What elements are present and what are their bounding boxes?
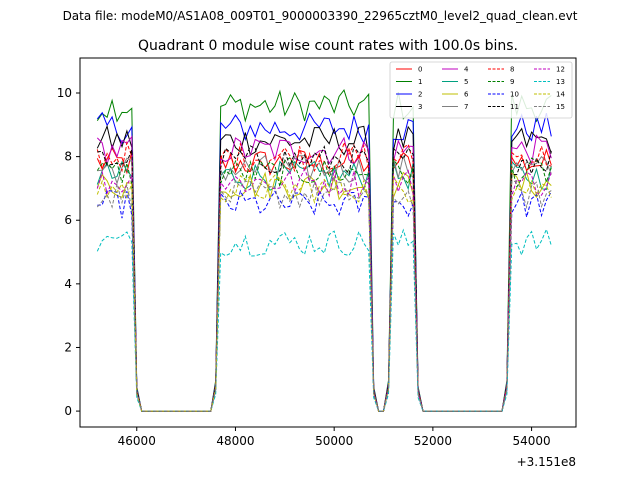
legend-label-12: 12 — [556, 66, 565, 74]
y-tick-label: 4 — [64, 277, 72, 291]
x-offset-label: +3.151e8 — [517, 455, 576, 469]
series-line-12 — [96, 168, 552, 412]
series-line-9 — [96, 157, 552, 412]
legend-label-2: 2 — [418, 91, 422, 99]
series-line-14 — [96, 174, 552, 412]
x-tick-label: 46000 — [118, 434, 156, 448]
series-line-13 — [96, 227, 552, 412]
x-tick-label: 52000 — [414, 434, 452, 448]
legend-label-11: 11 — [510, 103, 519, 111]
series-line-3 — [96, 124, 552, 412]
y-tick-label: 8 — [64, 150, 72, 164]
series-line-4 — [96, 134, 552, 412]
x-tick-label: 48000 — [216, 434, 254, 448]
suptitle: Data file: modeM0/AS1A08_009T01_90000033… — [63, 9, 578, 23]
legend-label-3: 3 — [418, 103, 422, 111]
series-line-6 — [96, 169, 552, 412]
y-tick-label: 10 — [57, 86, 72, 100]
legend-label-15: 15 — [556, 103, 565, 111]
series-lines — [96, 89, 552, 412]
series-line-1 — [96, 89, 552, 412]
series-line-2 — [96, 111, 552, 412]
legend-label-10: 10 — [510, 91, 519, 99]
chart-title: Quadrant 0 module wise count rates with … — [138, 38, 518, 54]
legend-label-7: 7 — [464, 103, 468, 111]
legend-label-8: 8 — [510, 66, 514, 74]
series-line-15 — [96, 179, 552, 412]
legend-label-4: 4 — [464, 66, 469, 74]
y-tick-label: 0 — [64, 404, 72, 418]
legend-label-1: 1 — [418, 78, 422, 86]
y-tick-label: 2 — [64, 340, 72, 354]
legend-label-14: 14 — [556, 91, 565, 99]
x-tick-label: 50000 — [315, 434, 353, 448]
series-line-5 — [96, 160, 552, 412]
plot-frame — [79, 57, 577, 428]
series-line-10 — [97, 189, 552, 412]
legend-label-9: 9 — [510, 78, 514, 86]
legend-label-6: 6 — [464, 91, 469, 99]
legend-box — [389, 61, 573, 119]
series-line-0 — [96, 147, 552, 412]
y-tick-label: 6 — [64, 213, 72, 227]
x-tick-label: 54000 — [512, 434, 550, 448]
legend-label-5: 5 — [464, 78, 468, 86]
legend-label-0: 0 — [418, 66, 422, 74]
legend-label-13: 13 — [556, 78, 565, 86]
